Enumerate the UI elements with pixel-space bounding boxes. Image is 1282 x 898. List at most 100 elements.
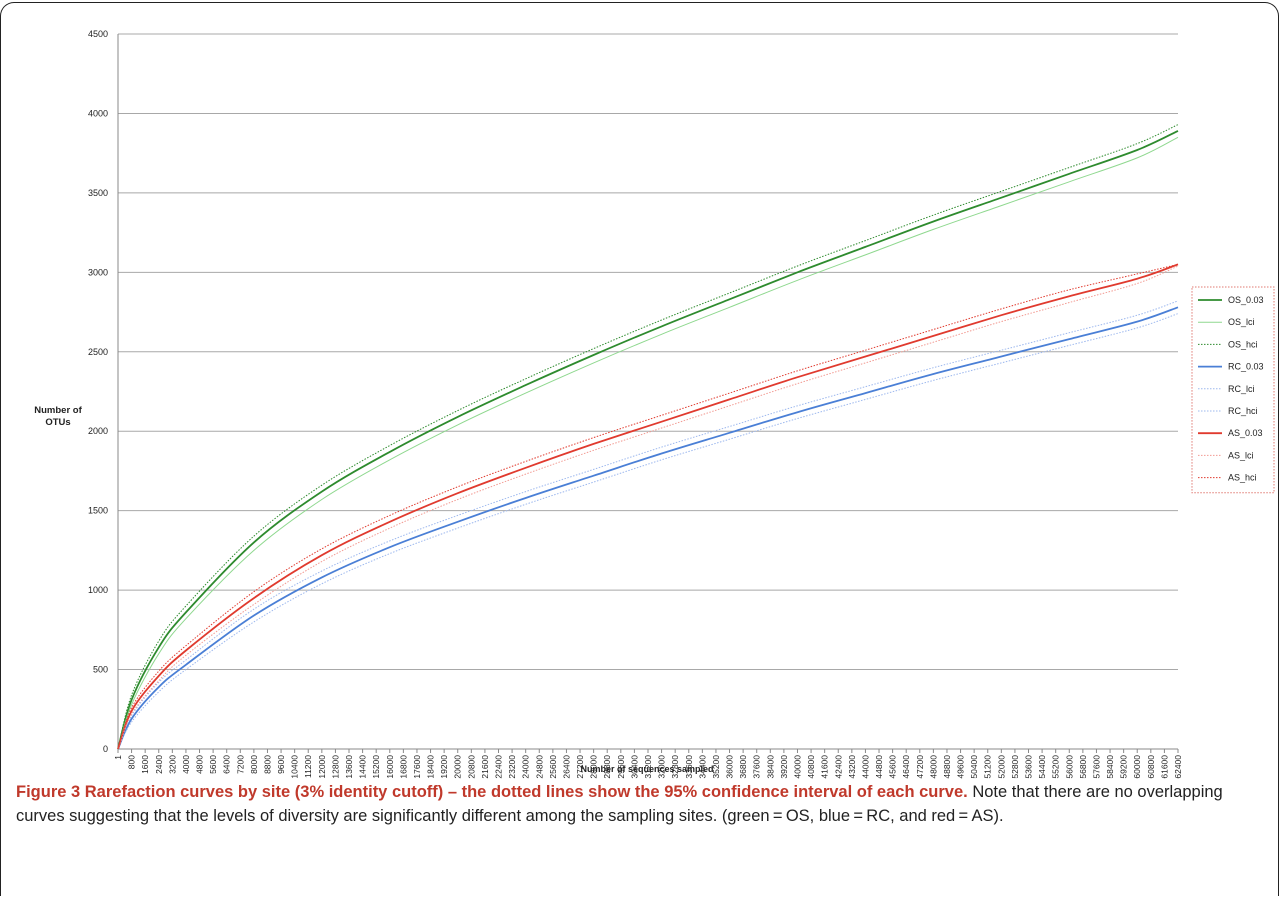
y-tick-label: 4000 bbox=[88, 108, 108, 118]
legend-label: AS_0.03 bbox=[1228, 428, 1263, 438]
x-tick-label: 39200 bbox=[779, 755, 789, 779]
x-tick-label: 47200 bbox=[915, 755, 925, 779]
x-tick-label: 29600 bbox=[616, 755, 626, 779]
x-tick-label: 22400 bbox=[494, 755, 504, 779]
x-tick-label: 12000 bbox=[317, 755, 327, 779]
x-tick-label: 41600 bbox=[820, 755, 830, 779]
legend-label: OS_lci bbox=[1228, 317, 1255, 327]
x-tick-label: 58400 bbox=[1105, 755, 1115, 779]
x-tick-label: 36800 bbox=[738, 755, 748, 779]
axes: 0 500 1000 1500 2000 2500 3000 3500 4000 4500 1 800… bbox=[88, 29, 1183, 779]
x-tick-label: 5600 bbox=[208, 755, 218, 774]
x-tick-label: 13600 bbox=[344, 755, 354, 779]
series-line-os-0-03 bbox=[117, 130, 1179, 750]
x-tick-label: 59200 bbox=[1119, 755, 1129, 779]
x-tick-label: 55200 bbox=[1051, 755, 1061, 779]
x-axis-label: Number of sequences sampled bbox=[580, 764, 713, 774]
x-tick-label: 50400 bbox=[969, 755, 979, 779]
x-tick-label: 7200 bbox=[235, 755, 245, 774]
y-tick-label: 2500 bbox=[88, 347, 108, 357]
legend-label: AS_lci bbox=[1228, 450, 1254, 460]
x-tick-label: 20000 bbox=[453, 755, 463, 779]
x-tick-label: 48000 bbox=[928, 755, 938, 779]
x-tick-label: 18400 bbox=[426, 755, 436, 779]
y-tick-label: 500 bbox=[93, 665, 108, 675]
x-tick-label: 20800 bbox=[466, 755, 476, 779]
series-line-rc-lci bbox=[117, 313, 1179, 750]
x-tick-label: 48800 bbox=[942, 755, 952, 779]
x-tick-label: 35200 bbox=[711, 755, 721, 779]
x-tick-label: 4000 bbox=[181, 755, 191, 774]
x-tick-label: 40800 bbox=[806, 755, 816, 779]
x-tick-label: 14400 bbox=[358, 755, 368, 779]
x-tick-label: 2400 bbox=[154, 755, 164, 774]
x-tick-label: 15200 bbox=[371, 755, 381, 779]
series-lines bbox=[117, 124, 1179, 750]
x-tick-label: 52000 bbox=[996, 755, 1006, 779]
legend-label: RC_0.03 bbox=[1228, 362, 1264, 372]
x-tick-label: 1 bbox=[113, 755, 123, 760]
y-tick-label: 3500 bbox=[88, 188, 108, 198]
x-tick-label: 44800 bbox=[874, 755, 884, 779]
x-tick-label: 800 bbox=[127, 755, 137, 769]
x-tick-label: 24800 bbox=[534, 755, 544, 779]
y-axis-label-line2: OTUs bbox=[45, 417, 70, 428]
x-tick-label: 23200 bbox=[507, 755, 517, 779]
x-tick-label: 60000 bbox=[1132, 755, 1142, 779]
series-line-rc-hci bbox=[117, 300, 1179, 750]
legend-box bbox=[1191, 286, 1275, 494]
x-tick-label: 56800 bbox=[1078, 755, 1088, 779]
y-tick-label: 3000 bbox=[88, 267, 108, 277]
series-line-as-lci bbox=[117, 265, 1179, 750]
x-tick-label: 27200 bbox=[575, 755, 585, 779]
x-tick-label: 60800 bbox=[1146, 755, 1156, 779]
legend-label: AS_hci bbox=[1228, 473, 1257, 483]
x-tick-label: 4800 bbox=[195, 755, 205, 774]
x-tick-label: 28800 bbox=[602, 755, 612, 779]
x-tick-label: 38400 bbox=[765, 755, 775, 779]
x-tick-label: 61600 bbox=[1159, 755, 1169, 779]
x-tick-label: 16800 bbox=[398, 755, 408, 779]
series-line-rc-0-03 bbox=[117, 306, 1179, 750]
x-tick-label: 31200 bbox=[643, 755, 653, 779]
x-tick-label: 49600 bbox=[956, 755, 966, 779]
x-tick-label: 56000 bbox=[1064, 755, 1074, 779]
x-tick-label: 53600 bbox=[1024, 755, 1034, 779]
x-tick-label: 32000 bbox=[657, 755, 667, 779]
x-tick-label: 26400 bbox=[561, 755, 571, 779]
legend: OS_0.03 OS_lci OS_hci RC_0.03 RC_lci RC_hci AS… bbox=[1191, 286, 1275, 494]
x-tick-label: 36000 bbox=[725, 755, 735, 779]
x-tick-label: 11200 bbox=[303, 755, 313, 778]
x-tick-label: 1600 bbox=[140, 755, 150, 774]
caption-body: Note that there are no overlapping curve… bbox=[16, 783, 1223, 825]
x-tick-label: 32800 bbox=[670, 755, 680, 779]
x-tick-label: 33600 bbox=[684, 755, 694, 779]
y-tick-label: 1000 bbox=[88, 585, 108, 595]
x-tick-label: 45600 bbox=[888, 755, 898, 779]
figure-caption: Figure 3 Rarefaction curves by site (3% … bbox=[16, 780, 1266, 828]
x-tick-label: 10400 bbox=[290, 755, 300, 779]
y-tick-label: 1500 bbox=[88, 506, 108, 516]
x-tick-label: 6400 bbox=[222, 755, 232, 774]
legend-label: RC_hci bbox=[1228, 406, 1258, 416]
x-tick-label: 42400 bbox=[833, 755, 843, 779]
series-line-as-hci bbox=[117, 263, 1179, 750]
x-tick-label: 40000 bbox=[792, 755, 802, 779]
x-tick-label: 44000 bbox=[860, 755, 870, 779]
x-tick-label: 57600 bbox=[1091, 755, 1101, 779]
x-tick-label: 54400 bbox=[1037, 755, 1047, 779]
x-tick-label: 21600 bbox=[480, 755, 490, 779]
series-line-os-hci bbox=[117, 124, 1179, 750]
legend-label: OS_0.03 bbox=[1228, 295, 1264, 305]
x-tick-label: 52800 bbox=[1010, 755, 1020, 779]
x-tick-label: 51200 bbox=[983, 755, 993, 779]
rarefaction-chart: 0 500 1000 1500 2000 2500 3000 3500 4000 4500 1 800… bbox=[34, 29, 1275, 779]
series-line-os-lci bbox=[117, 136, 1179, 750]
x-tick-label: 43200 bbox=[847, 755, 857, 779]
x-tick-label: 46400 bbox=[901, 755, 911, 779]
x-tick-label: 37600 bbox=[752, 755, 762, 779]
legend-label: OS_hci bbox=[1228, 339, 1258, 349]
x-tick-label: 12800 bbox=[330, 755, 340, 779]
y-tick-label: 4500 bbox=[88, 29, 108, 39]
